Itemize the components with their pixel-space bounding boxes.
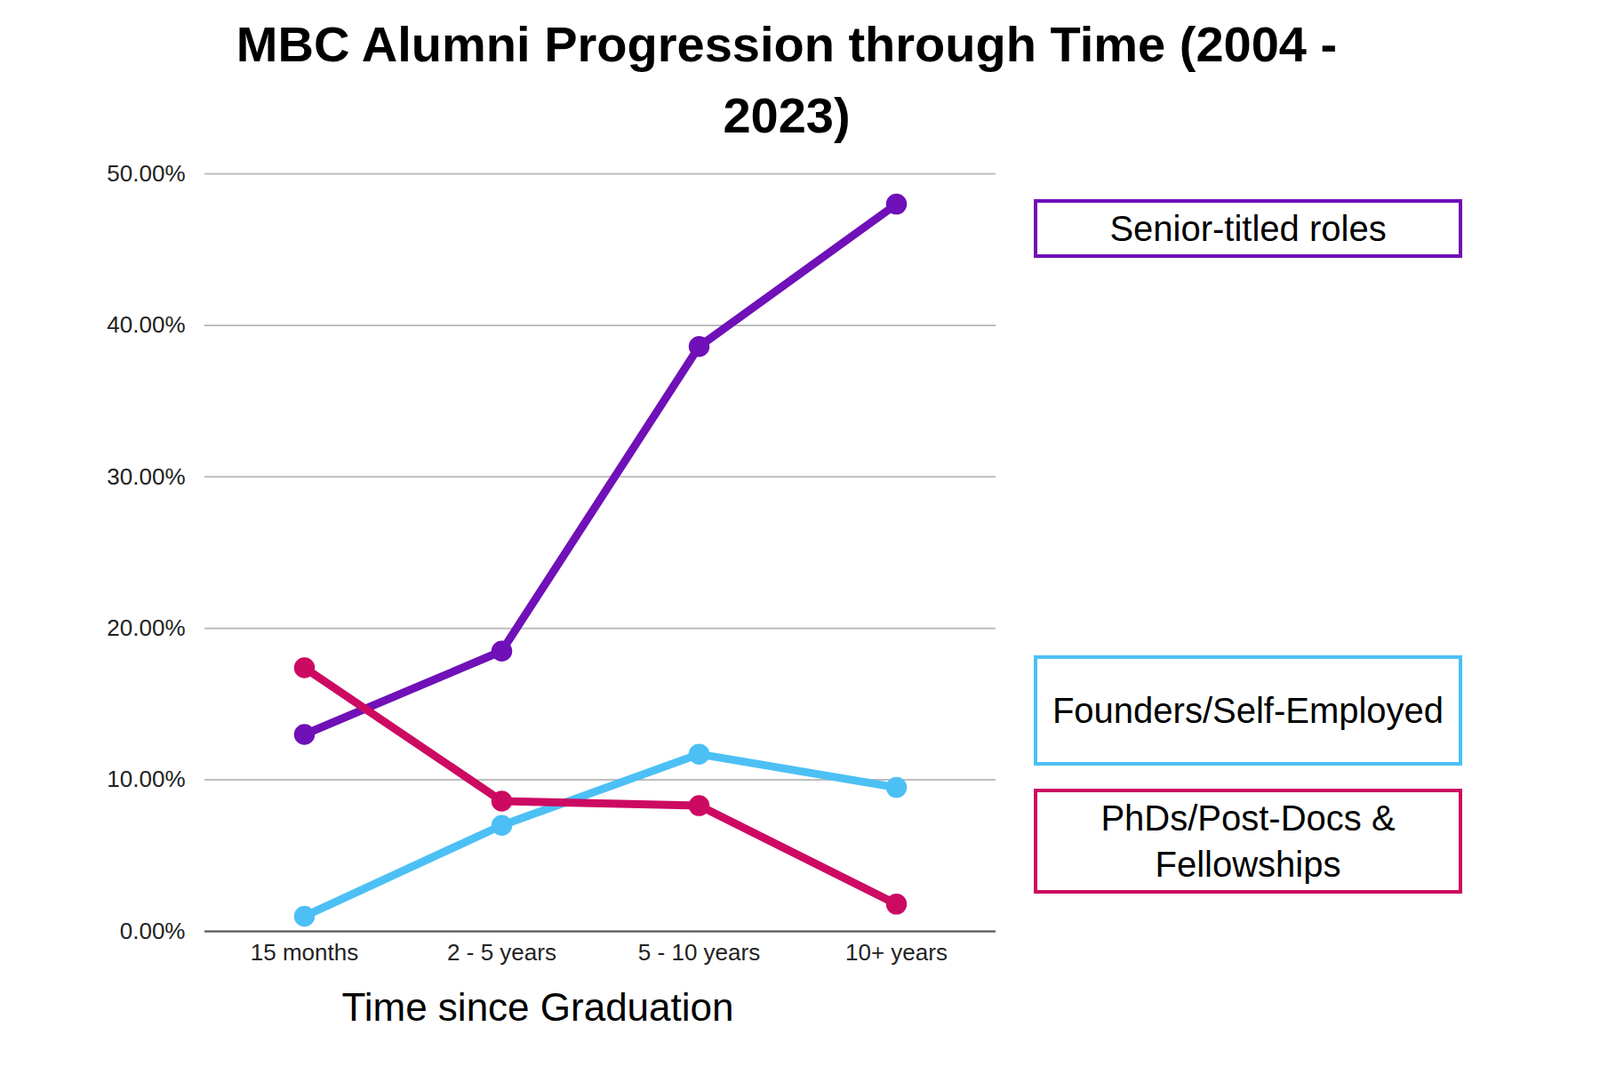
html-text:Founders/Self-Employed: Founders/Self-Employed (1052, 690, 1444, 730)
html-text:Senior-titled roles: Senior-titled roles (1109, 208, 1387, 248)
svg-text:30.00%: 30.00% (106, 463, 185, 490)
svg-text:20.00%: 20.00% (106, 614, 185, 641)
svg-text:0.00%: 0.00% (120, 917, 186, 944)
svg-text:10.00%: 10.00% (106, 765, 185, 792)
svg-text:15 months: 15 months (250, 938, 359, 966)
html-text:Time since Graduation: Time since Graduation (341, 984, 734, 1029)
svg-text:10+ years: 10+ years (845, 938, 948, 966)
svg-text:5 - 10 years: 5 - 10 years (638, 938, 760, 966)
html-text:PhDs/Post-Docs & Fellowships: PhDs/Post-Docs & Fellowships (1100, 798, 1396, 884)
html-text:MBC Alumni Progression through: MBC Alumni Progression through Time (200… (236, 16, 1338, 144)
svg-text:50.00%: 50.00% (106, 160, 185, 187)
svg-text:2 - 5 years: 2 - 5 years (447, 938, 557, 966)
svg-text:40.00%: 40.00% (106, 311, 185, 338)
